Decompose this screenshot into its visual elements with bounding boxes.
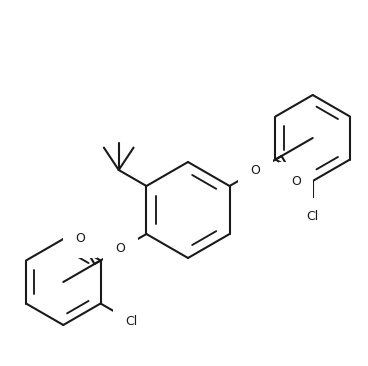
Text: O: O — [251, 164, 261, 178]
Text: Cl: Cl — [307, 210, 319, 224]
Text: O: O — [291, 175, 301, 188]
Text: O: O — [75, 232, 85, 245]
Text: Cl: Cl — [125, 315, 138, 328]
Text: O: O — [116, 243, 125, 255]
